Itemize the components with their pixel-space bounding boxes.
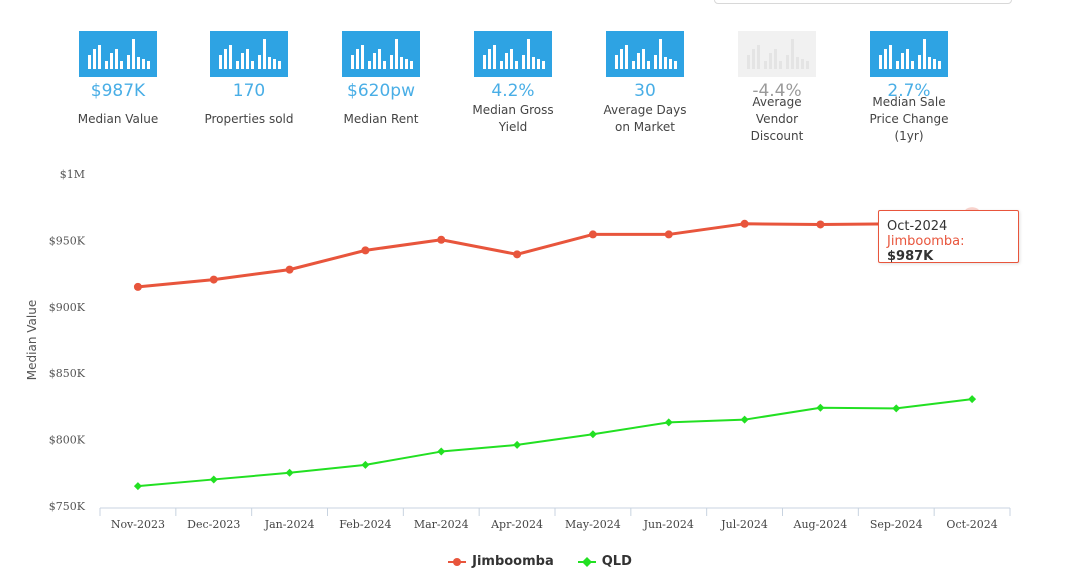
data-point (740, 415, 749, 424)
tooltip-title: Oct-2024 (887, 219, 948, 234)
series-line-qld (137, 398, 973, 488)
x-tick-label: Jun-2024 (643, 518, 694, 531)
stat-median-value[interactable]: $987K Median Value (58, 31, 178, 136)
data-point (437, 447, 446, 456)
data-point (209, 475, 218, 484)
stat-value: -4.4% (752, 81, 802, 101)
tooltip-value: $987K (887, 249, 934, 264)
stat-label: Median Sale Price Change (1yr) (869, 94, 949, 143)
stat-label: Median Value (77, 111, 159, 126)
y-tick-label: $1M (60, 168, 85, 181)
data-point (740, 219, 749, 228)
legend-label: QLD (601, 554, 632, 569)
stat-value: 30 (634, 81, 656, 101)
bar-chart-icon (870, 31, 948, 77)
y-axis-title: Median Value (25, 300, 39, 380)
data-point (816, 220, 825, 229)
x-tick-label: Oct-2024 (946, 518, 997, 531)
data-point (361, 246, 370, 255)
y-tick-label: $900K (49, 301, 86, 314)
x-tick-label: Jan-2024 (264, 518, 315, 531)
x-tick-label: Aug-2024 (793, 518, 848, 531)
stat-label: Average Days on Market (603, 103, 687, 134)
data-point (816, 403, 825, 412)
tooltip-body: Jimboomba: $987K (887, 234, 1010, 264)
stat-label: Properties sold (204, 111, 294, 126)
bar-chart-icon (210, 31, 288, 77)
legend-marker-circle-icon (448, 557, 467, 566)
stat-median-sale-price-change[interactable]: 2.7% Median Sale Price Change (1yr) (849, 31, 969, 143)
data-point (133, 482, 142, 491)
bar-chart-icon (606, 31, 684, 77)
x-tick-label: Feb-2024 (339, 518, 391, 531)
x-tick-label: Nov-2023 (111, 518, 165, 531)
data-point (664, 418, 673, 427)
region-select[interactable] (714, 0, 1012, 4)
legend-marker-diamond-icon (577, 556, 596, 567)
y-tick-label: $850K (49, 367, 86, 380)
y-tick-label: $800K (49, 434, 86, 447)
x-tick-label: Mar-2024 (414, 518, 469, 531)
x-tick-label: Dec-2023 (187, 518, 240, 531)
data-point (361, 460, 370, 469)
legend-label: Jimboomba (472, 554, 554, 569)
data-point (588, 230, 597, 239)
y-tick-label: $750K (49, 500, 86, 513)
stat-average-days-on-market[interactable]: 30 Average Days on Market (585, 31, 705, 136)
stat-label: Average Vendor Discount (750, 94, 804, 143)
bar-chart-icon (474, 31, 552, 77)
stat-label: Median Gross Yield (472, 103, 554, 134)
data-point (285, 265, 294, 274)
stat-properties-sold[interactable]: 170 Properties sold (189, 31, 309, 136)
bar-chart-icon (342, 31, 420, 77)
x-tick-label: Apr-2024 (490, 518, 543, 531)
data-point (513, 250, 522, 259)
data-point (133, 282, 142, 291)
bar-chart-icon (738, 31, 816, 77)
x-tick-label: Sep-2024 (870, 518, 923, 531)
data-point (588, 430, 597, 439)
stat-value: 170 (232, 81, 266, 101)
chart-tooltip: Oct-2024 Jimboomba: $987K (878, 210, 1019, 264)
chart-legend: Jimboomba QLD (0, 554, 1080, 569)
tooltip-series: Jimboomba: (887, 234, 965, 249)
series-line-jimboomba (137, 215, 973, 289)
x-tick-label: Jul-2024 (720, 518, 768, 531)
data-point (437, 235, 446, 244)
data-point (285, 468, 294, 477)
stat-label: Median Rent (343, 111, 419, 126)
stat-value: $620pw (347, 81, 415, 101)
legend-item-qld[interactable]: QLD (577, 554, 632, 569)
stat-value: 2.7% (887, 81, 931, 101)
stat-median-rent[interactable]: $620pw Median Rent (321, 31, 441, 136)
y-tick-label: $950K (49, 234, 86, 247)
data-point (892, 404, 901, 413)
data-point (968, 395, 977, 404)
legend-item-jimboomba[interactable]: Jimboomba (448, 554, 554, 569)
stat-median-gross-yield[interactable]: 4.2% Median Gross Yield (453, 31, 573, 136)
data-point (513, 440, 522, 449)
data-point (209, 275, 218, 284)
data-point (664, 230, 673, 239)
stat-value: 4.2% (491, 81, 535, 101)
bar-chart-icon (79, 31, 157, 77)
stat-average-vendor-discount[interactable]: -4.4% Average Vendor Discount (717, 31, 837, 143)
x-tick-label: May-2024 (565, 518, 621, 531)
stat-value: $987K (90, 81, 146, 101)
